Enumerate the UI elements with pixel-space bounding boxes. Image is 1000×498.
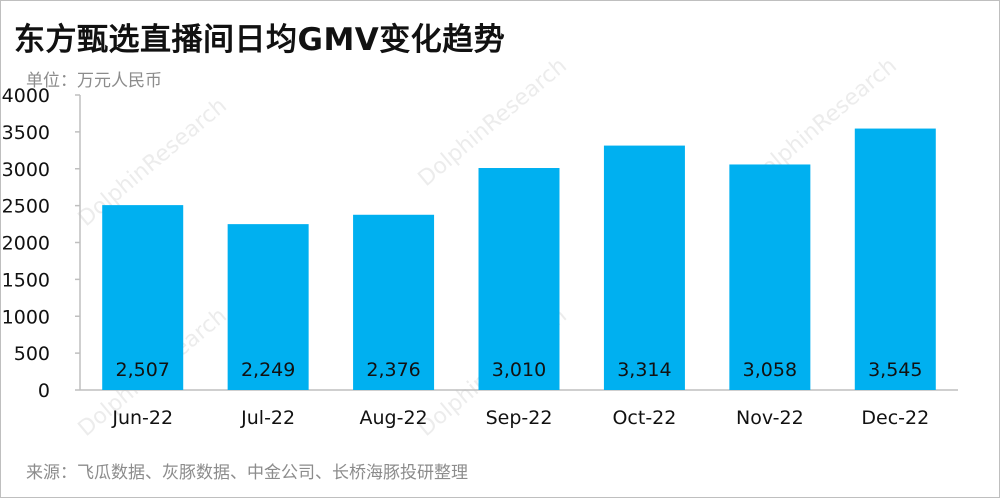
bar [478, 168, 560, 390]
x-tick-label: Aug-22 [360, 407, 428, 429]
bar [227, 224, 309, 390]
chart-title: 东方甄选直播间日均GMV变化趋势 [14, 22, 506, 58]
bar-value-label: 3,058 [743, 359, 797, 381]
y-tick-label: 2000 [2, 233, 50, 255]
bar-value-label: 3,314 [617, 359, 671, 381]
x-tick-label: Jun-22 [111, 407, 173, 429]
y-tick-label: 1500 [2, 269, 50, 291]
bar-value-label: 3,545 [868, 359, 922, 381]
x-tick-label: Nov-22 [736, 407, 804, 429]
unit-label: 单位：万元人民币 [26, 71, 162, 91]
bar [854, 128, 936, 390]
bar-value-label: 3,010 [492, 359, 546, 381]
bar-value-label: 2,376 [366, 359, 420, 381]
y-tick-label: 3500 [2, 122, 50, 144]
y-tick-label: 2500 [2, 196, 50, 218]
y-tick-label: 0 [38, 380, 50, 402]
x-tick-label: Oct-22 [612, 407, 676, 429]
y-tick-label: 1000 [2, 306, 50, 328]
bar [603, 145, 685, 390]
source-note: 来源：飞瓜数据、灰豚数据、中金公司、长桥海豚投研整理 [26, 463, 468, 483]
bar-value-label: 2,249 [241, 359, 295, 381]
y-tick-label: 500 [14, 343, 50, 365]
y-tick-label: 3000 [2, 159, 50, 181]
x-tick-label: Dec-22 [861, 407, 929, 429]
bar [102, 205, 184, 390]
bar [353, 214, 435, 390]
bar [729, 164, 811, 390]
y-tick-label: 4000 [2, 85, 50, 107]
x-tick-label: Jul-22 [240, 407, 295, 429]
x-tick-label: Sep-22 [486, 407, 553, 429]
bar-value-label: 2,507 [116, 359, 170, 381]
